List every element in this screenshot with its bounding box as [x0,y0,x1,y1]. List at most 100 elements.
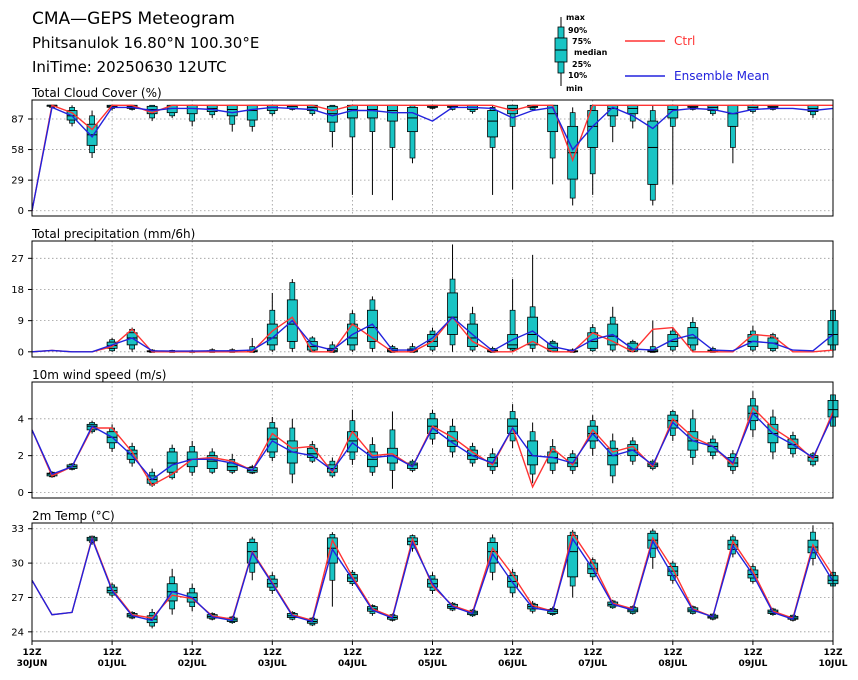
panel-frame [31,99,834,217]
x-tick-date: 05JUL [418,659,447,669]
ensemble-mean-line [31,412,834,481]
y-tick-label: 87 [11,114,24,125]
y-tick-label: 29 [11,176,24,187]
boxplot-tail [609,464,616,477]
panel-title: Total Cloud Cover (%) [31,86,162,100]
boxplot-tail [349,451,356,460]
boxplot-tail [69,107,75,111]
boxplot-tail [549,462,556,471]
panel-4: 2m Temp (°C) 24 27 30 33 [11,509,839,642]
boxplot-box [346,431,358,453]
boxplot [647,105,659,206]
boxplot-tail [629,440,636,445]
boxplot-tail [730,536,736,541]
legend-p10: 10% [568,71,587,80]
boxplot-tail [329,534,336,539]
boxplot-tail [589,327,596,334]
legend-median: median [574,48,608,57]
x-tick-date: 01JUL [98,659,127,669]
boxplot-tail [569,453,576,458]
panel-frame [31,240,834,358]
boxplot [367,437,378,476]
boxplot [807,104,819,118]
panel-1: Total Cloud Cover (%) 0 29 58 87 [11,86,834,217]
boxplot [467,104,478,114]
x-tick-date: 06JUL [498,659,527,669]
boxplot-tail [489,136,496,148]
boxplot-tail [269,451,276,458]
legend-p25: 25% [572,60,591,69]
boxplot [487,105,498,195]
boxplot-tail [509,586,516,594]
boxplot-tail [189,587,196,594]
boxplot-tail [449,334,456,346]
boxplot-box [587,110,599,148]
boxplot-tail [569,112,576,127]
boxplot [326,104,338,148]
x-tick-hour: 12Z [343,648,363,658]
boxplot-tail [369,466,376,473]
boxplot-tail [429,412,436,420]
boxplot-tail [669,427,676,436]
boxplot-tail [389,120,396,148]
y-tick-label: 30 [11,559,24,570]
y-tick-label: 2 [18,451,24,462]
boxplot-tail [189,466,196,473]
boxplot-tail [349,420,356,433]
legend-p75: 75% [572,37,591,46]
boxplot-tail [529,306,536,318]
x-tick-hour: 12Z [663,648,683,658]
boxplot-tail [269,344,276,351]
y-tick-label: 4 [18,414,24,425]
boxplot-tail [509,411,516,420]
boxplot-tail [89,115,95,125]
boxplot-tail [189,113,196,122]
x-tick-date: 30JUN [17,659,48,669]
boxplot-tail [149,113,155,119]
boxplot [587,104,599,195]
boxplot-tail [249,562,256,573]
y-tick-label: 27 [11,593,24,604]
legend-max: max [566,13,586,22]
boxplot [226,104,238,132]
boxplot-tail [589,147,596,175]
boxplot-tail [169,576,176,585]
boxplot-tail [149,622,155,627]
boxplot-tail [609,440,616,449]
boxplot-tail [469,346,476,351]
boxplot-tail [709,438,716,444]
boxplot-tail [810,111,816,116]
boxplot-tail [669,117,676,127]
boxplot-tail [529,431,536,442]
x-tick-hour: 12Z [583,648,603,658]
boxplot-tail [609,316,616,325]
y-tick-label: 0 [18,347,24,358]
boxplot-tail [369,341,376,349]
boxplot-tail [509,309,516,335]
boxplot-box [527,440,539,466]
boxplot-tail [309,110,316,115]
y-tick-label: 18 [11,285,24,296]
boxplot-tail [449,425,456,433]
boxplot-tail [489,562,496,573]
boxplot-box [367,309,378,342]
boxplot-tail [730,466,736,471]
boxplot-box [487,110,498,138]
boxplot-tail [689,449,696,458]
boxplot [567,107,579,206]
boxplot-tail [750,398,756,407]
boxplot [507,104,519,190]
boxplot-tail [289,462,296,475]
boxplot-box [627,104,639,115]
boxplot [747,325,759,352]
location-label: Phitsanulok 16.80°N 100.30°E [32,34,259,52]
x-tick-hour: 12Z [823,648,843,658]
x-tick-hour: 12Z [103,648,123,658]
boxplot-box [647,120,659,185]
ctrl-line [31,316,834,353]
boxplot-box [166,451,178,473]
boxplot-box [567,535,579,578]
boxplot [527,254,539,352]
boxplot [507,404,519,449]
